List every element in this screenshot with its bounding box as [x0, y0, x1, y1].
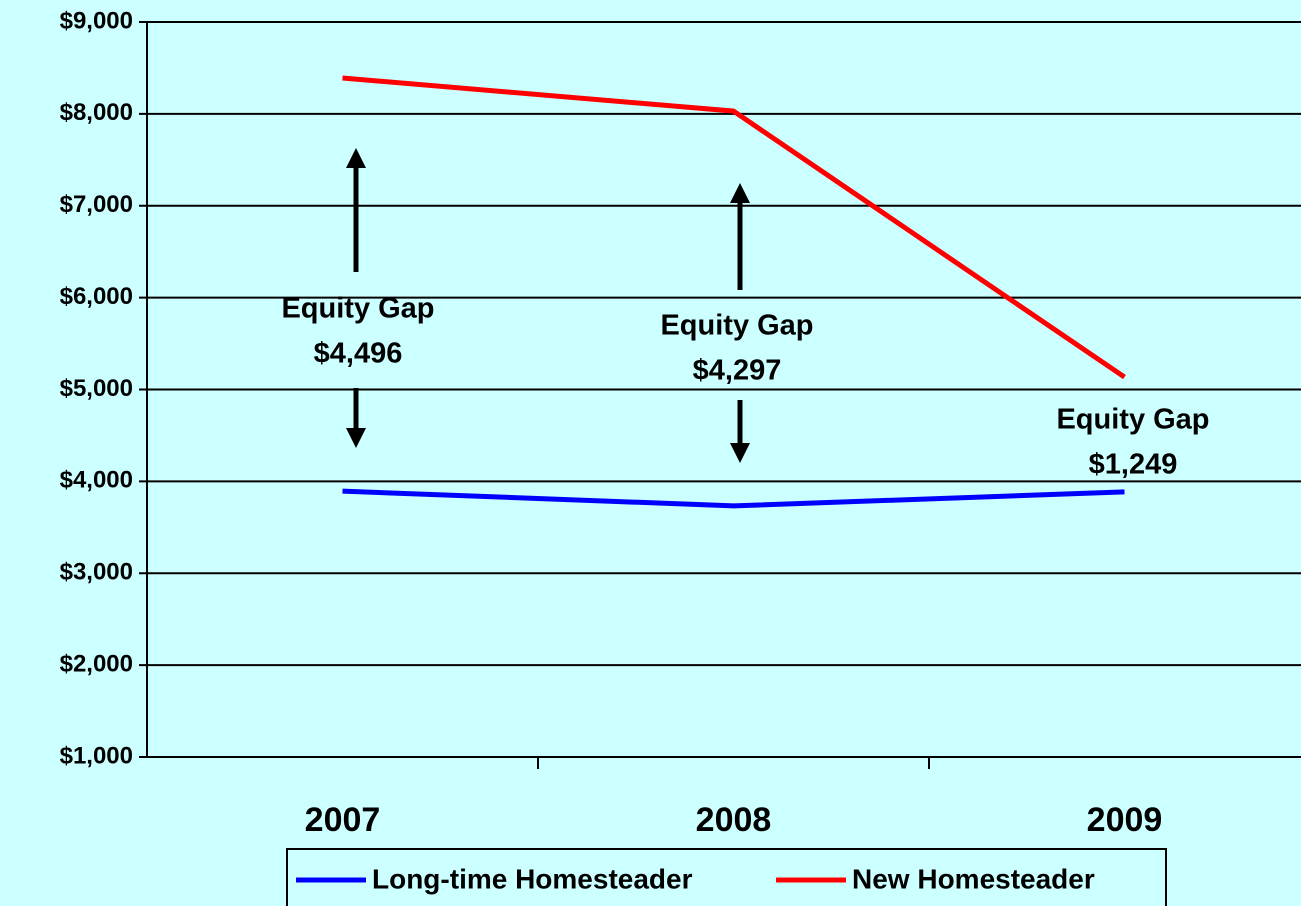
legend-label: New Homesteader	[852, 863, 1095, 894]
annotation-label: Equity Gap	[660, 310, 813, 342]
y-tick-label: $6,000	[60, 283, 133, 310]
legend-label: Long-time Homesteader	[372, 863, 693, 894]
annotation-label: Equity Gap	[281, 293, 434, 325]
series-line	[342, 75, 1126, 380]
y-tick-label: $7,000	[60, 191, 133, 218]
legend-box	[286, 848, 1167, 906]
annotation-value: $4,297	[693, 355, 782, 387]
gap-arrows	[346, 148, 750, 463]
y-tick-label: $2,000	[60, 650, 133, 677]
series-line	[342, 488, 1125, 509]
x-tick-label: 2008	[696, 801, 772, 839]
annotation-label: Equity Gap	[1056, 404, 1209, 436]
x-tick-label: 2007	[305, 801, 381, 839]
y-tick-label: $4,000	[60, 467, 133, 494]
x-tick-label: 2009	[1087, 801, 1163, 839]
y-tick-label: $3,000	[60, 559, 133, 586]
y-tick-label: $5,000	[60, 375, 133, 402]
y-tick-label: $9,000	[60, 7, 133, 34]
annotation-value: $1,249	[1089, 449, 1178, 481]
y-tick-label: $8,000	[60, 99, 133, 126]
y-tick-label: $1,000	[60, 742, 133, 769]
annotation-value: $4,496	[314, 338, 403, 370]
